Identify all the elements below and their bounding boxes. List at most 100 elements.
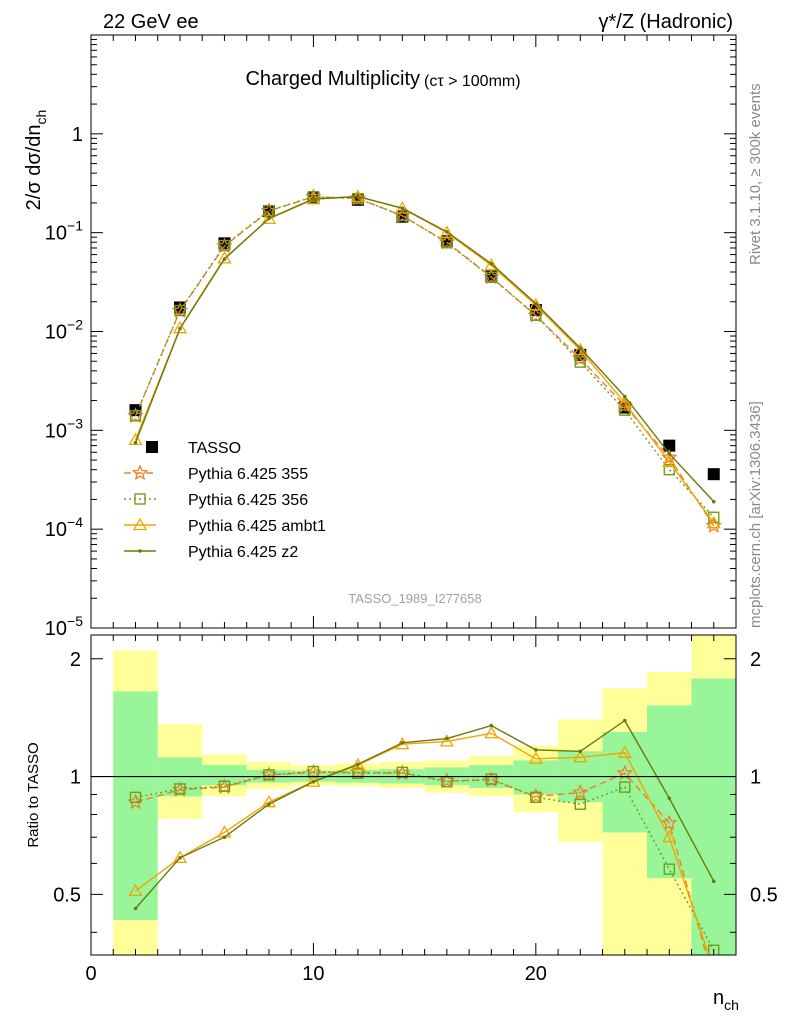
- ratio-y-tick-label-left: 2: [70, 649, 81, 671]
- ratio-point-z2: [178, 856, 182, 860]
- ratio-point-p356: [218, 780, 231, 792]
- point-ambt1: [617, 395, 632, 408]
- point-z2: [133, 440, 138, 445]
- point-p356: [530, 309, 542, 321]
- header-right-label: γ*/Z (Hadronic): [599, 11, 733, 33]
- series-line-z2: [134, 195, 715, 503]
- ratio-point-ambt1: [662, 829, 677, 843]
- legend-marker-p355: [131, 464, 149, 481]
- ratio-point-ambt1: [350, 757, 366, 771]
- ratio-point-p356: [574, 798, 587, 810]
- point-z2: [622, 394, 627, 399]
- point-ambt1: [706, 515, 721, 529]
- ratio-x-tick-label: 20: [525, 963, 547, 985]
- ratio-point-p356: [263, 769, 275, 781]
- point-z2: [400, 206, 405, 210]
- ratio-x-tick-label: 0: [85, 963, 96, 985]
- ratio-point-ambt1: [528, 751, 543, 764]
- mcplots-label: mcplots.cern.ch [arXiv:1306.3436]: [747, 401, 764, 628]
- main-y-tick-base: 1: [72, 124, 83, 146]
- chart-title-suffix: (cτ > 100mm): [424, 73, 521, 90]
- point-ambt1: [484, 257, 499, 271]
- ratio-y-tick-label-left: 1: [70, 767, 81, 789]
- point-ambt1: [662, 454, 677, 467]
- point-ambt1: [528, 297, 543, 311]
- main-y-tick-exponent: −3: [67, 415, 83, 431]
- legend-label-z2: Pythia 6.425 z2: [188, 544, 298, 561]
- ratio-point-p356: [174, 783, 186, 795]
- point-data: [707, 468, 720, 481]
- main-y-tick-label: 10−1: [45, 218, 83, 245]
- ratio-point-p356: [708, 944, 720, 955]
- ratio-axes: 0 10 20 0.5 0.5 1 1 2 2: [53, 635, 778, 985]
- main-ylabel-text: 2/σ dσ/dn: [23, 124, 45, 210]
- ratio-point-z2: [356, 762, 360, 767]
- ratio-point-p356: [663, 863, 675, 875]
- legend-marker-z2: [138, 549, 142, 553]
- legend-marker-ambt1: [132, 517, 148, 531]
- point-data: [173, 301, 186, 314]
- point-p355: [705, 517, 722, 533]
- main-y-tick-exponent: −1: [67, 218, 83, 234]
- ratio-y-tick-label-right: 2: [750, 649, 761, 671]
- point-z2: [267, 216, 271, 221]
- ratio-point-z2: [267, 802, 271, 806]
- main-y-tick-base: 10: [45, 322, 67, 344]
- ratio-point-ambt1: [708, 964, 720, 975]
- point-z2: [711, 499, 716, 504]
- ratio-point-z2: [133, 906, 138, 911]
- point-p356: [574, 356, 587, 368]
- point-z2: [489, 261, 494, 266]
- ratio-ylabel: Ratio to TASSO: [25, 742, 42, 847]
- legend-label-ambt1: Pythia 6.425 ambt1: [188, 518, 326, 535]
- ratio-point-z2: [445, 736, 449, 741]
- ratio-point-z2: [222, 835, 227, 839]
- ratio-point-ambt1: [439, 734, 454, 747]
- point-ambt1: [261, 211, 277, 224]
- point-p356: [485, 271, 498, 284]
- ratio-point-z2: [534, 748, 538, 752]
- main-frame: [90, 34, 737, 629]
- ratio-point-ambt1: [573, 749, 588, 763]
- point-ambt1: [439, 225, 454, 238]
- ratio-point-z2: [578, 749, 583, 754]
- main-ylabel: 2/σ dσ/dnch: [23, 110, 49, 211]
- main-plot-area: [127, 188, 722, 533]
- point-ambt1: [172, 320, 188, 334]
- ratio-xlabel: nch: [713, 987, 739, 1013]
- point-p356: [307, 191, 320, 203]
- main-y-tick-label: 10−3: [45, 415, 83, 442]
- ratio-point-p355: [707, 974, 720, 987]
- main-y-tick-exponent: −5: [67, 613, 83, 629]
- ratio-x-tick-label: 10: [302, 963, 324, 985]
- ratio-point-z2: [667, 796, 672, 801]
- svg-text:2/σ dσ/dnch: 2/σ dσ/dnch: [23, 110, 49, 211]
- ratio-point-p355: [572, 783, 589, 800]
- main-y-tick-label: 10−5: [45, 613, 83, 640]
- rivet-label: Rivet 3.1.10, ≥ 300k events: [747, 83, 764, 265]
- main-y-tick-label: 10−4: [45, 514, 83, 541]
- ratio-band-inner: [202, 765, 247, 786]
- point-z2: [222, 257, 227, 261]
- ratio-point-p356: [485, 773, 498, 785]
- point-z2: [356, 194, 360, 199]
- legend-label-data: TASSO: [188, 440, 241, 457]
- point-z2: [445, 230, 449, 234]
- legend: TASSO Pythia 6.425 355 Pythia 6.425 356 Pyt…: [124, 440, 326, 561]
- main-y-tick-base: 10: [45, 223, 67, 245]
- main-y-tick-label: 10−2: [45, 317, 83, 344]
- main-y-tick-base: 10: [45, 420, 67, 442]
- chart-title: Charged Multiplicity: [245, 68, 420, 90]
- main-y-tick-base: 10: [45, 519, 67, 541]
- point-data: [663, 439, 676, 452]
- main-y-tick-exponent: −2: [67, 317, 83, 333]
- ratio-point-z2: [311, 779, 316, 784]
- point-z2: [311, 197, 316, 201]
- ratio-y-tick-label-right: 1: [750, 767, 761, 789]
- ratio-point-ambt1: [395, 736, 410, 750]
- point-ambt1: [217, 251, 232, 264]
- point-p356: [263, 204, 275, 217]
- main-y-tick-label: 1: [72, 124, 83, 146]
- ratio-point-p356: [619, 781, 631, 793]
- main-axes: 110−110−210−310−410−5: [45, 35, 736, 640]
